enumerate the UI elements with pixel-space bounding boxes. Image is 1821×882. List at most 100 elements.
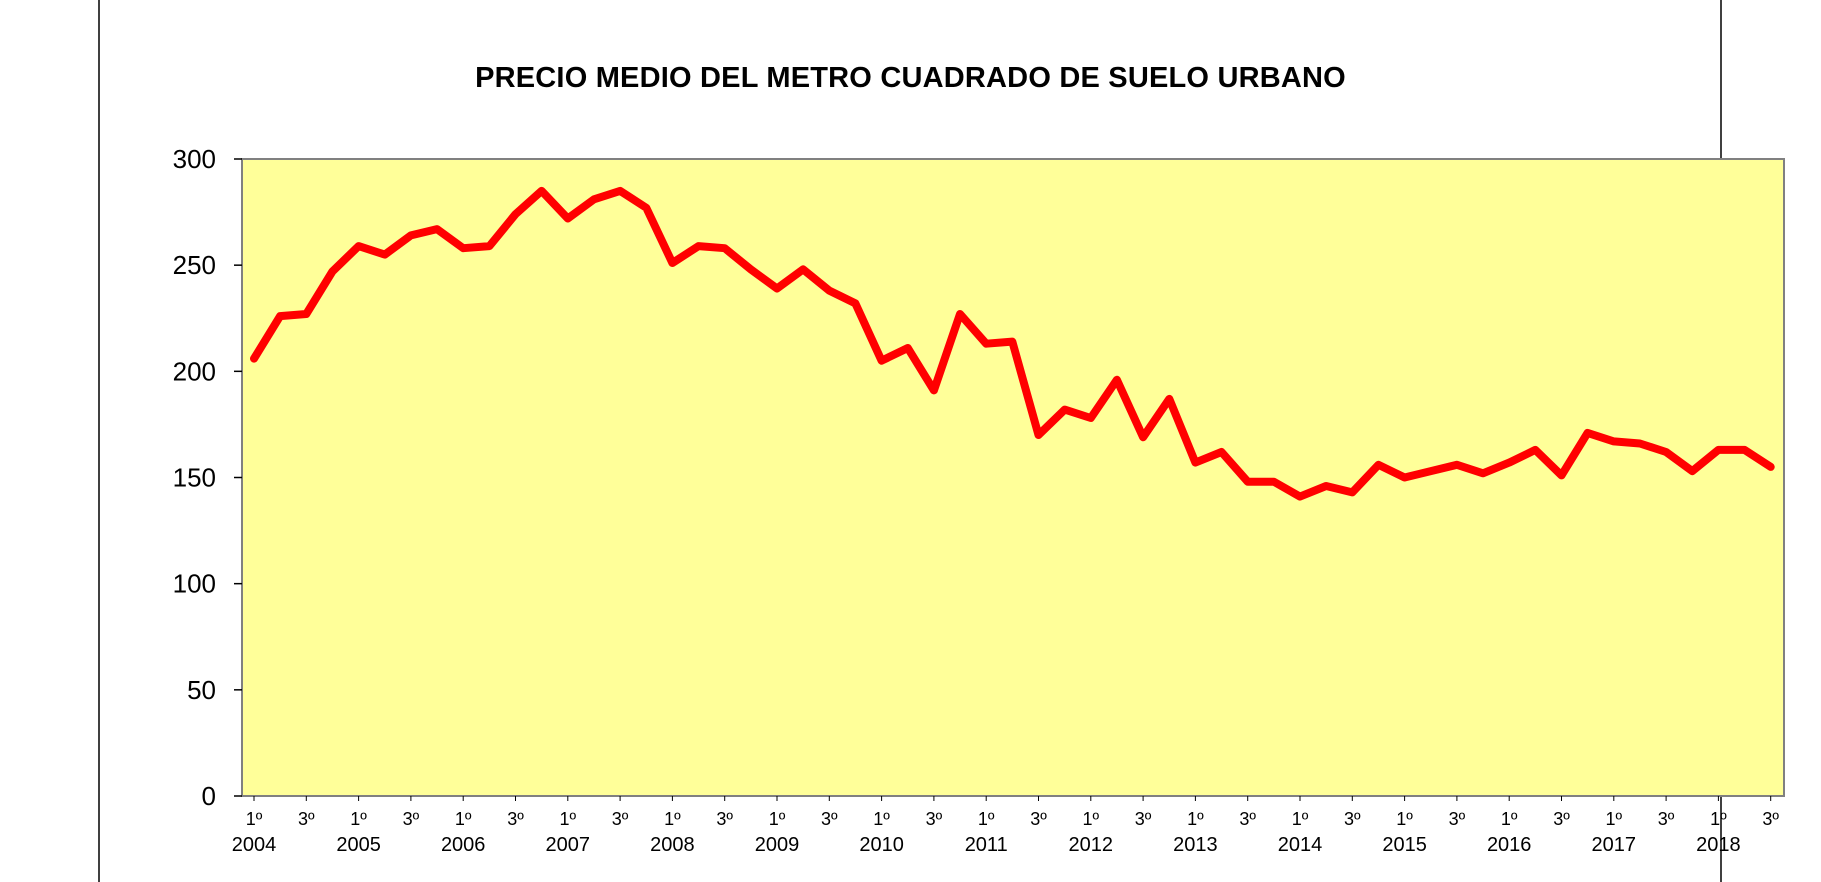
data-point bbox=[1194, 462, 1196, 464]
x-quarter-label: 3º bbox=[1135, 809, 1152, 829]
data-point bbox=[750, 268, 752, 270]
series-layer bbox=[250, 186, 1775, 501]
data-point bbox=[1064, 409, 1066, 411]
y-tick-label: 300 bbox=[173, 144, 216, 174]
chart-title: PRECIO MEDIO DEL METRO CUADRADO DE SUELO… bbox=[475, 62, 1346, 94]
x-quarter-label: 1º bbox=[664, 809, 681, 829]
data-point bbox=[462, 247, 464, 249]
data-point bbox=[1665, 451, 1667, 453]
x-quarter-label: 1º bbox=[1710, 809, 1727, 829]
data-point bbox=[1613, 440, 1615, 442]
plot-area bbox=[241, 158, 1785, 797]
data-point bbox=[593, 198, 595, 200]
data-point bbox=[1221, 451, 1222, 453]
data-point bbox=[1744, 449, 1745, 451]
data-point bbox=[1430, 470, 1432, 472]
x-quarter-label: 1º bbox=[1501, 809, 1518, 829]
data-point bbox=[1482, 472, 1484, 474]
y-tick-label: 50 bbox=[187, 675, 216, 705]
data-point bbox=[1168, 398, 1170, 400]
x-quarter-label: 3º bbox=[1030, 809, 1047, 829]
data-point bbox=[1378, 464, 1379, 466]
x-year-label: 2018 bbox=[1696, 834, 1741, 856]
data-point bbox=[358, 245, 360, 247]
data-point bbox=[907, 347, 909, 349]
data-point bbox=[881, 360, 883, 362]
y-tick-label: 250 bbox=[173, 250, 216, 280]
data-point bbox=[331, 271, 333, 272]
data-point bbox=[1508, 462, 1510, 464]
data-point bbox=[1142, 436, 1144, 438]
data-point bbox=[671, 262, 673, 264]
data-point bbox=[776, 288, 778, 289]
data-point bbox=[1691, 470, 1693, 472]
x-quarter-label: 3º bbox=[612, 809, 629, 829]
x-year-label: 2015 bbox=[1382, 834, 1427, 856]
data-point bbox=[488, 245, 490, 247]
x-quarter-label: 3º bbox=[821, 809, 838, 829]
x-year-label: 2016 bbox=[1487, 834, 1532, 856]
data-point bbox=[1587, 432, 1589, 434]
x-year-label: 2011 bbox=[965, 834, 1008, 856]
data-point bbox=[1534, 449, 1536, 451]
x-year-label: 2004 bbox=[232, 834, 277, 856]
x-year-label: 2014 bbox=[1278, 834, 1323, 856]
x-quarter-label: 3º bbox=[1239, 809, 1256, 829]
data-point bbox=[828, 290, 830, 292]
x-year-label: 2007 bbox=[546, 834, 591, 856]
data-point bbox=[959, 313, 961, 315]
data-point bbox=[854, 302, 856, 304]
x-quarter-label: 3º bbox=[1344, 809, 1361, 829]
x-year-label: 2008 bbox=[650, 834, 695, 856]
data-point bbox=[1299, 496, 1301, 498]
data-point bbox=[933, 389, 935, 391]
x-quarter-label: 1º bbox=[246, 809, 263, 829]
x-year-label: 2006 bbox=[441, 834, 486, 856]
data-point bbox=[279, 315, 281, 317]
y-tick-label: 200 bbox=[173, 356, 216, 386]
x-quarter-label: 1º bbox=[873, 809, 890, 829]
data-point bbox=[1273, 481, 1275, 483]
x-quarter-label: 1º bbox=[560, 809, 577, 829]
x-quarter-label: 1º bbox=[1606, 809, 1623, 829]
x-quarter-label: 3º bbox=[1762, 809, 1779, 829]
data-point bbox=[384, 254, 386, 256]
x-quarter-label: 1º bbox=[978, 809, 995, 829]
data-point bbox=[1351, 491, 1353, 493]
x-year-label: 2009 bbox=[755, 834, 800, 856]
y-axis: 0 50 100 150 200 250 300 bbox=[173, 144, 242, 811]
data-point bbox=[1456, 464, 1458, 466]
x-year-label: 2017 bbox=[1592, 834, 1637, 856]
data-point bbox=[1247, 481, 1249, 483]
x-quarter-label: 3º bbox=[716, 809, 733, 829]
y-tick-label: 100 bbox=[173, 569, 216, 599]
x-quarter-label: 1º bbox=[1292, 809, 1309, 829]
x-year-label: 2013 bbox=[1173, 834, 1218, 856]
x-quarter-label: 1º bbox=[1083, 809, 1100, 829]
data-point bbox=[541, 190, 543, 192]
data-point bbox=[619, 190, 621, 192]
data-point bbox=[1404, 477, 1406, 478]
x-year-label: 2012 bbox=[1069, 834, 1114, 856]
data-point bbox=[436, 228, 438, 230]
data-point bbox=[1325, 485, 1327, 487]
x-quarter-label: 1º bbox=[1396, 809, 1413, 829]
data-point bbox=[1038, 434, 1039, 436]
x-quarter-label: 1º bbox=[1187, 809, 1204, 829]
x-quarter-label: 3º bbox=[1658, 809, 1675, 829]
x-quarter-label: 1º bbox=[455, 809, 472, 829]
x-quarter-label: 1º bbox=[350, 809, 367, 829]
data-point bbox=[1770, 466, 1772, 468]
data-point bbox=[985, 343, 987, 345]
data-point bbox=[567, 218, 569, 219]
data-point bbox=[305, 313, 307, 315]
x-quarter-label: 3º bbox=[298, 809, 315, 829]
x-quarter-label: 3º bbox=[507, 809, 524, 829]
x-quarter-label: 3º bbox=[1553, 809, 1570, 829]
data-point bbox=[1639, 443, 1641, 444]
y-tick-label: 0 bbox=[202, 781, 216, 811]
data-point bbox=[724, 247, 726, 249]
data-point bbox=[1717, 449, 1719, 451]
